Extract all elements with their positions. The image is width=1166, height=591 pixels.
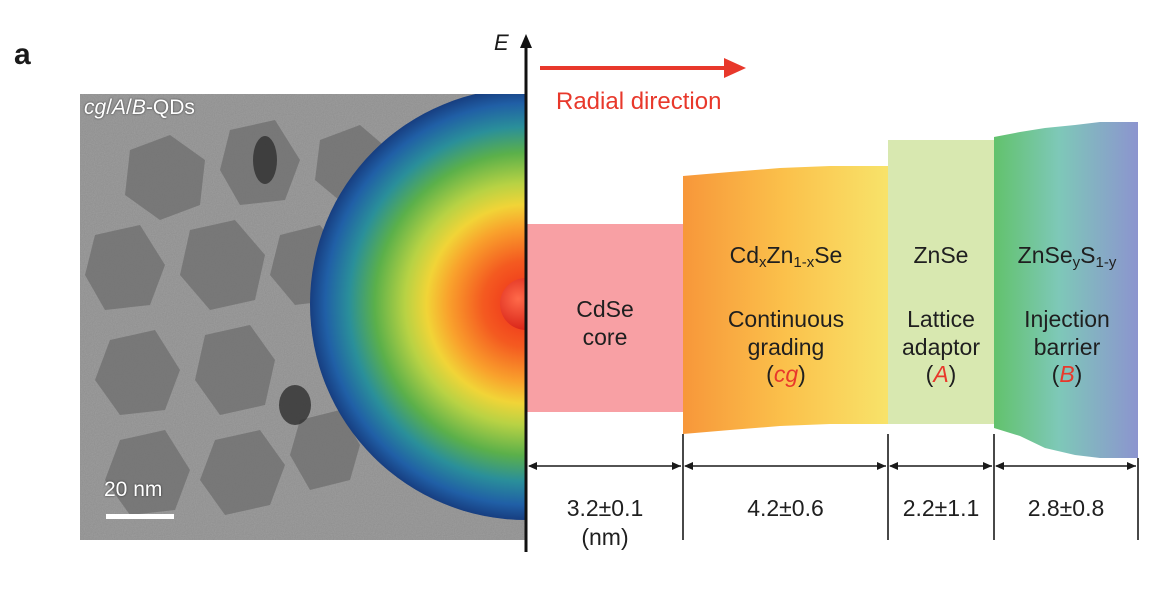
quantum-dot-schematic <box>310 94 526 520</box>
tem-sample-label: cg/A/B-QDs <box>84 96 195 119</box>
cg-dimension: 4.2±0.6 <box>747 495 824 521</box>
scale-bar-label: 20 nm <box>104 478 163 501</box>
scale-bar <box>106 514 174 519</box>
radial-direction-label: Radial direction <box>556 88 722 115</box>
cg-band <box>683 166 888 434</box>
panel-letter: a <box>14 38 31 71</box>
energy-axis-label: E <box>494 30 509 55</box>
energy-axis-arrowhead <box>520 34 532 48</box>
adaptor-layer-formula: ZnSe <box>913 242 969 268</box>
adaptor-band <box>888 140 994 424</box>
band-blocks <box>527 122 1138 458</box>
barrier-band <box>994 122 1138 458</box>
dimension-ticks <box>682 434 1139 540</box>
barrier-layer-description: Injection barrier (B) <box>1024 306 1110 388</box>
radial-arrowhead <box>724 58 746 78</box>
core-band <box>527 224 683 412</box>
adaptor-layer-description: Lattice adaptor (A) <box>901 306 980 388</box>
barrier-layer-formula: ZnSeyS1-y <box>1017 242 1117 271</box>
core-dimension: 3.2±0.1 (nm) <box>566 495 644 550</box>
cg-layer-description: Continuous grading (cg) <box>727 306 845 388</box>
barrier-tag: B <box>1059 361 1075 388</box>
adaptor-tag: A <box>933 361 949 388</box>
cg-layer-formula: CdxZn1-xSe <box>729 242 843 271</box>
tem-image <box>80 94 526 540</box>
core-layer-label: CdSe core <box>576 296 634 350</box>
cg-tag: cg <box>773 361 799 388</box>
adaptor-dimension: 2.2±1.1 <box>902 495 980 521</box>
barrier-dimension: 2.8±0.8 <box>1027 495 1105 521</box>
